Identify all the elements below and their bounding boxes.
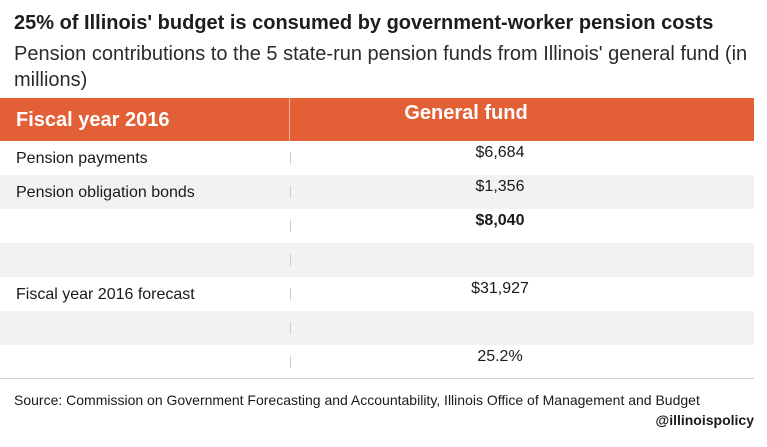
table-row xyxy=(0,311,754,345)
column-header-general-fund: General fund xyxy=(404,102,528,124)
row-value: 25.2% xyxy=(477,348,523,365)
row-divider xyxy=(290,288,291,300)
row-value: $8,040 xyxy=(475,212,525,229)
row-divider xyxy=(290,220,291,232)
row-label: Pension obligation bonds xyxy=(16,184,195,201)
column-header-fiscal-year: Fiscal year 2016 xyxy=(16,109,170,131)
chart-subtitle: Pension contributions to the 5 state-run… xyxy=(14,43,748,91)
row-divider xyxy=(290,152,291,164)
attribution-handle: @illinoispolicy xyxy=(655,412,754,428)
table-row: 25.2% xyxy=(0,345,754,379)
column-divider xyxy=(289,98,290,141)
row-divider xyxy=(290,356,291,368)
table-row: Pension payments $6,684 xyxy=(0,141,754,175)
table-row: Pension obligation bonds $1,356 xyxy=(0,175,754,209)
row-value: $1,356 xyxy=(475,178,525,195)
row-label: Pension payments xyxy=(16,150,148,167)
row-divider xyxy=(290,186,291,198)
row-label: Fiscal year 2016 forecast xyxy=(16,286,195,303)
row-divider xyxy=(290,254,291,266)
table-row xyxy=(0,243,754,277)
source-note: Source: Commission on Government Forecas… xyxy=(14,392,700,408)
table-row: $8,040 xyxy=(0,209,754,243)
data-table: Fiscal year 2016 General fund Pension pa… xyxy=(0,98,754,379)
chart-title: 25% of Illinois' budget is consumed by g… xyxy=(14,12,714,34)
footer-divider xyxy=(0,378,754,379)
table-header: Fiscal year 2016 General fund xyxy=(0,98,754,141)
row-value: $31,927 xyxy=(471,280,529,297)
row-divider xyxy=(290,322,291,334)
row-value: $6,684 xyxy=(475,144,525,161)
table-row: Fiscal year 2016 forecast $31,927 xyxy=(0,277,754,311)
table-body: Pension payments $6,684 Pension obligation… xyxy=(0,141,754,379)
